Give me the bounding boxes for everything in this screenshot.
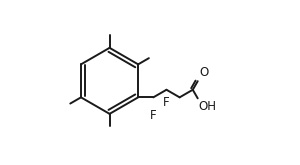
Text: F: F [150, 109, 157, 122]
Text: O: O [199, 66, 208, 79]
Text: F: F [163, 96, 169, 109]
Text: OH: OH [199, 100, 217, 113]
